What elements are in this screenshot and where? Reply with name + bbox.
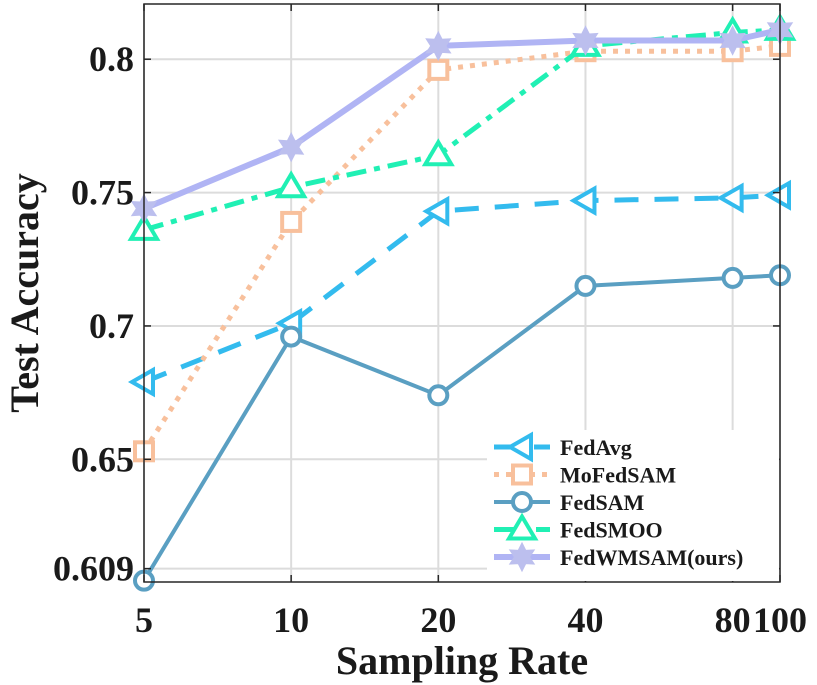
data-point-marker xyxy=(574,274,597,297)
legend-label: FedWMSAM(ours) xyxy=(560,545,743,570)
y-axis-label: Test Accuracy xyxy=(2,173,47,413)
legend-label: FedSMOO xyxy=(560,518,663,543)
legend-marker xyxy=(508,541,536,573)
legend-marker xyxy=(511,491,533,513)
series-fedwmsamours xyxy=(130,14,794,224)
y-tick-label: 0.75 xyxy=(71,173,134,213)
legend-entry: MoFedSAM xyxy=(494,463,676,488)
x-tick-label: 20 xyxy=(420,600,456,640)
series-layer xyxy=(127,12,797,592)
series-fedavg xyxy=(127,179,791,398)
legend-entry: FedSAM xyxy=(494,490,645,515)
x-tick-label: 40 xyxy=(567,600,603,640)
data-point-marker xyxy=(421,138,455,167)
data-point-marker xyxy=(716,182,744,214)
series-fedsmoo xyxy=(127,12,797,241)
legend-marker xyxy=(511,463,533,486)
data-point-marker xyxy=(274,170,308,199)
data-point-marker xyxy=(721,266,744,289)
data-point-marker xyxy=(763,179,791,211)
data-point-marker xyxy=(280,325,303,348)
data-point-marker xyxy=(280,210,303,233)
y-tick-label: 0.65 xyxy=(71,439,134,479)
legend-label: MoFedSAM xyxy=(560,463,676,488)
data-point-marker xyxy=(425,30,452,62)
data-point-marker xyxy=(427,58,450,81)
plot-frame xyxy=(143,3,781,583)
y-axis: 0.609 0.65 0.7 0.75 0.8 xyxy=(53,39,780,589)
x-tick-label: 5 xyxy=(135,600,153,640)
y-tick-label: 0.7 xyxy=(89,306,134,346)
series-line xyxy=(141,43,781,453)
legend-label: FedAvg xyxy=(560,435,632,460)
data-point-marker xyxy=(277,131,305,163)
data-point-marker xyxy=(427,384,450,407)
legend-entry: FedWMSAM(ours) xyxy=(494,541,743,573)
series-line xyxy=(143,192,781,385)
legend-marker xyxy=(505,431,533,463)
series-mofedsam xyxy=(133,34,791,463)
data-point-marker xyxy=(572,25,599,56)
x-tick-label: 10 xyxy=(273,600,309,640)
legend-label: FedSAM xyxy=(560,490,645,515)
y-tick-label: 0.609 xyxy=(53,549,134,589)
x-axis-label: Sampling Rate xyxy=(336,638,588,683)
data-point-marker xyxy=(569,185,597,217)
x-tick-label: 80 xyxy=(715,600,751,640)
data-point-marker xyxy=(422,195,450,227)
x-tick-label: 100 xyxy=(753,600,807,640)
series-fedsam xyxy=(133,264,791,592)
data-point-marker xyxy=(127,366,155,398)
y-tick-label: 0.8 xyxy=(89,39,134,79)
legend-entry: FedSMOO xyxy=(494,512,663,543)
series-line xyxy=(141,26,783,212)
legend-entry: FedAvg xyxy=(494,431,632,463)
data-point-marker xyxy=(719,25,746,56)
legend-marker xyxy=(505,512,539,541)
